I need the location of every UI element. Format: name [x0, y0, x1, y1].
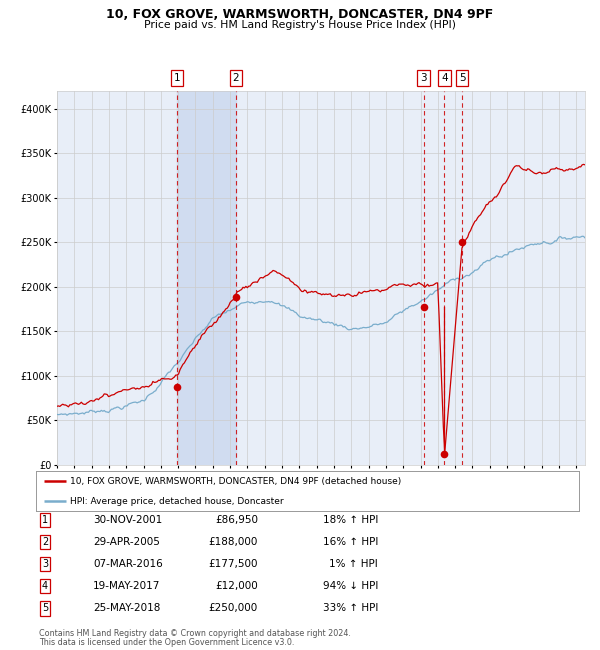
Text: 4: 4: [441, 73, 448, 83]
Text: 1% ↑ HPI: 1% ↑ HPI: [329, 559, 378, 569]
Text: 4: 4: [42, 581, 48, 592]
Text: Contains HM Land Registry data © Crown copyright and database right 2024.: Contains HM Land Registry data © Crown c…: [39, 629, 351, 638]
Text: £188,000: £188,000: [209, 537, 258, 547]
Text: 19-MAY-2017: 19-MAY-2017: [93, 581, 160, 592]
Text: 10, FOX GROVE, WARMSWORTH, DONCASTER, DN4 9PF: 10, FOX GROVE, WARMSWORTH, DONCASTER, DN…: [106, 8, 494, 21]
Text: 30-NOV-2001: 30-NOV-2001: [93, 515, 162, 525]
Text: 25-MAY-2018: 25-MAY-2018: [93, 603, 160, 614]
Text: 1: 1: [42, 515, 48, 525]
Text: £177,500: £177,500: [209, 559, 258, 569]
Text: 29-APR-2005: 29-APR-2005: [93, 537, 160, 547]
Text: This data is licensed under the Open Government Licence v3.0.: This data is licensed under the Open Gov…: [39, 638, 295, 647]
Text: 3: 3: [421, 73, 427, 83]
Text: 5: 5: [459, 73, 466, 83]
Text: 94% ↓ HPI: 94% ↓ HPI: [323, 581, 378, 592]
Text: 07-MAR-2016: 07-MAR-2016: [93, 559, 163, 569]
Text: £86,950: £86,950: [215, 515, 258, 525]
Text: 2: 2: [233, 73, 239, 83]
Text: 3: 3: [42, 559, 48, 569]
Text: 16% ↑ HPI: 16% ↑ HPI: [323, 537, 378, 547]
Text: 5: 5: [42, 603, 48, 614]
Text: £12,000: £12,000: [215, 581, 258, 592]
Text: Price paid vs. HM Land Registry's House Price Index (HPI): Price paid vs. HM Land Registry's House …: [144, 20, 456, 29]
Text: 18% ↑ HPI: 18% ↑ HPI: [323, 515, 378, 525]
Text: 10, FOX GROVE, WARMSWORTH, DONCASTER, DN4 9PF (detached house): 10, FOX GROVE, WARMSWORTH, DONCASTER, DN…: [70, 476, 401, 486]
Text: £250,000: £250,000: [209, 603, 258, 614]
Text: HPI: Average price, detached house, Doncaster: HPI: Average price, detached house, Donc…: [70, 497, 283, 506]
Text: 1: 1: [173, 73, 180, 83]
Text: 2: 2: [42, 537, 48, 547]
Bar: [177, 91, 236, 465]
Text: 33% ↑ HPI: 33% ↑ HPI: [323, 603, 378, 614]
